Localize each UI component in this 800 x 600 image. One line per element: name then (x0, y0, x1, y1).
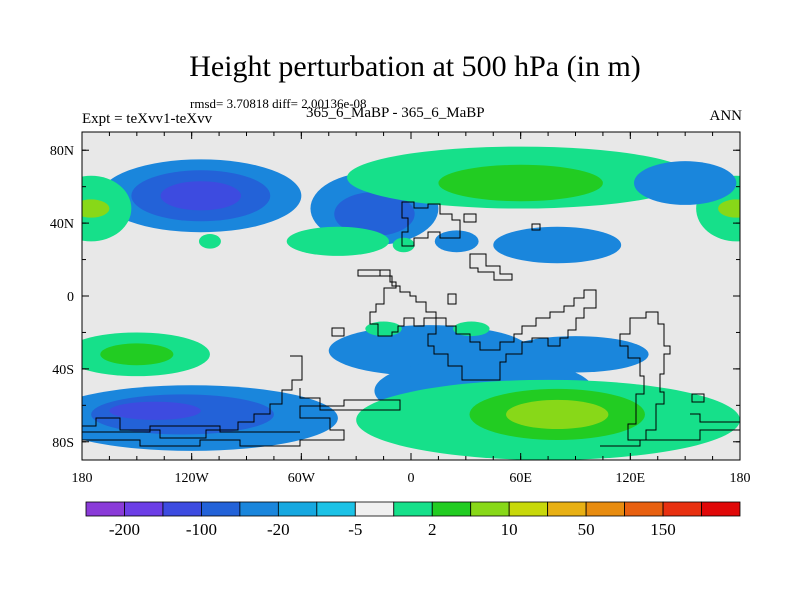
anomaly-contour-13 (493, 226, 622, 264)
x-tick-label-6: 180 (730, 471, 751, 486)
coastline-small-mid (331, 327, 345, 337)
anomaly-contour-22 (453, 321, 490, 337)
y-tick-label-0: 80N (50, 144, 74, 159)
x-tick-label-4: 60E (509, 471, 532, 486)
colorbar-box-14 (624, 501, 664, 517)
anomaly-contour-25 (109, 401, 201, 420)
colorbar-box-16 (701, 501, 741, 517)
coastline-north-america (401, 201, 461, 247)
coastline-east-asia (619, 311, 671, 441)
colorbar-label-2: -20 (267, 520, 290, 539)
y-tick-label-3: 40S (52, 363, 74, 378)
coastline-antarctic (82, 425, 300, 433)
coastline-europe (469, 253, 513, 281)
colorbar-box-7 (354, 501, 395, 517)
colorbar-box-8 (393, 501, 433, 517)
colorbar: -200 -100 -20 -5 2 10 50 150 (85, 501, 741, 539)
y-tick-label-2: 0 (67, 290, 74, 305)
x-tick-label-1: 120W (175, 471, 210, 486)
anomaly-contour-11 (438, 164, 603, 202)
colorbar-box-15 (662, 501, 702, 517)
anomaly-contour-4 (82, 199, 110, 218)
season-label: ANN (709, 108, 743, 124)
anomaly-contour-29 (506, 399, 609, 430)
period-label: 365_6_MaBP - 365_6_MaBP (306, 105, 485, 121)
anomaly-contour-7 (198, 234, 221, 249)
coastline-antarctic-east (600, 413, 740, 447)
colorbar-box-5 (277, 501, 318, 517)
x-tick-label-5: 120E (616, 471, 646, 486)
colorbar-box-2 (162, 501, 202, 517)
colorbar-label-5: 10 (501, 520, 518, 539)
experiment-label: Expt = teXvv1-teXvv (82, 111, 213, 127)
coastline-isle (447, 293, 457, 305)
colorbar-label-3: -5 (348, 520, 362, 539)
anomaly-contour-6 (718, 199, 740, 218)
anomaly-contour-9 (334, 192, 415, 236)
coastline-alaska (463, 213, 477, 223)
x-tick-label-2: 60W (288, 471, 316, 486)
coastline-western (82, 355, 303, 439)
anomaly-contour-18 (100, 343, 174, 366)
coastline-hudson (531, 223, 541, 231)
colorbar-label-7: 150 (650, 520, 676, 539)
colorbar-box-10 (470, 501, 510, 517)
colorbar-box-6 (316, 501, 356, 517)
colorbar-box-4 (239, 501, 279, 517)
colorbar-box-12 (547, 501, 587, 517)
anomaly-field (82, 146, 740, 460)
plot-title: Height perturbation at 500 hPa (in m) (189, 50, 641, 83)
coastline-southern (82, 388, 401, 447)
colorbar-box-13 (585, 501, 625, 517)
rmsd-subtitle: rmsd= 3.70818 diff= 2.00136e-08 (190, 96, 367, 111)
colorbar-label-1: -100 (186, 520, 217, 539)
colorbar-box-11 (508, 501, 549, 517)
colorbar-label-4: 2 (428, 520, 437, 539)
anomaly-contour-14 (434, 230, 479, 253)
map-axes: 180 120W 60W 0 60E 120E 180 80N 40N 0 40S 80S (50, 132, 751, 486)
coastline-central-continent (357, 269, 597, 381)
anomaly-contour-15 (286, 226, 390, 256)
colorbar-box-0 (85, 501, 125, 517)
y-tick-label-1: 40N (50, 217, 74, 232)
x-tick-label-0: 180 (72, 471, 93, 486)
coastlines (82, 201, 740, 447)
colorbar-box-1 (124, 501, 164, 517)
colorbar-label-0: -200 (109, 520, 140, 539)
coastline-small-east (691, 393, 705, 403)
anomaly-contour-12 (633, 161, 737, 205)
y-tick-label-4: 80S (52, 436, 74, 451)
colorbar-box-3 (201, 501, 241, 517)
colorbar-label-6: 50 (578, 520, 595, 539)
x-tick-label-3: 0 (408, 471, 415, 486)
anomaly-contour-2 (160, 181, 242, 211)
colorbar-box-9 (431, 501, 472, 517)
anomaly-contour-16 (392, 237, 415, 253)
